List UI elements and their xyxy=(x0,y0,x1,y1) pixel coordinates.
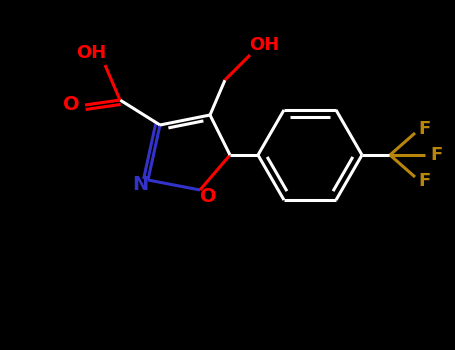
Text: O: O xyxy=(200,188,216,206)
Text: F: F xyxy=(431,146,443,164)
Text: N: N xyxy=(132,175,148,195)
Text: OH: OH xyxy=(76,44,106,62)
Text: OH: OH xyxy=(249,36,279,54)
Text: O: O xyxy=(63,96,79,114)
Text: F: F xyxy=(419,120,431,138)
Text: F: F xyxy=(419,172,431,190)
